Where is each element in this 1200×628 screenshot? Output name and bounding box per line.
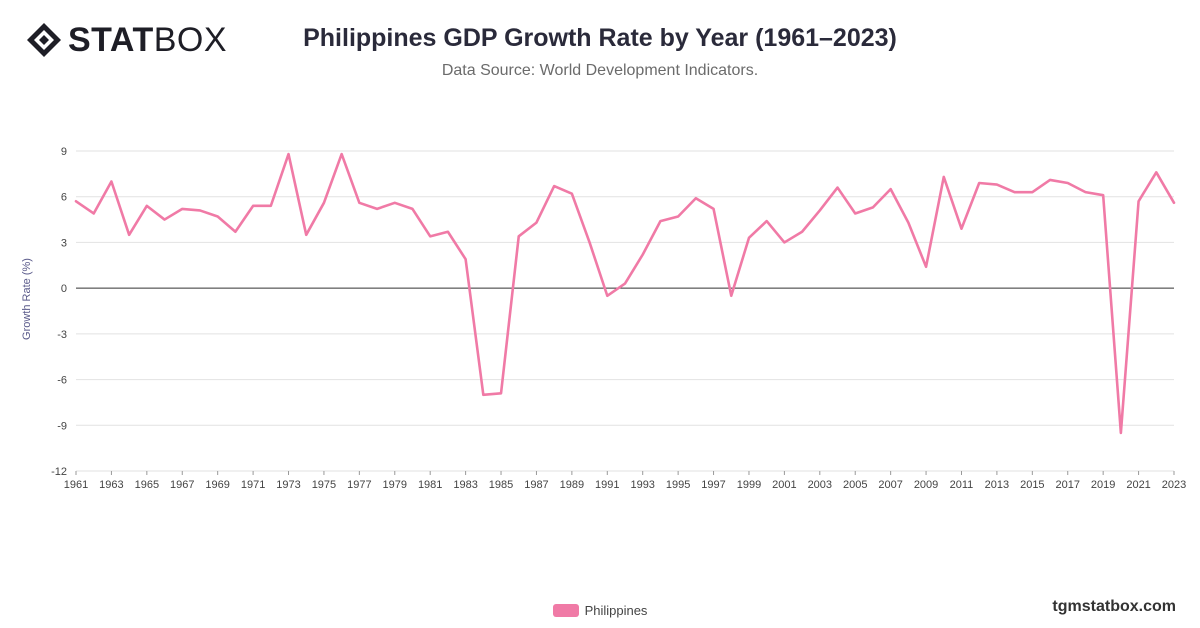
series-layer: [74, 152, 1176, 435]
x-tick-label: 1979: [383, 479, 407, 491]
chart-title: Philippines GDP Growth Rate by Year (196…: [303, 24, 897, 52]
x-tick-label: 2021: [1126, 479, 1150, 491]
x-axis: 1961 1963 1965 1967 1969 1971 1973 1975 1977 1979…: [64, 471, 1186, 491]
x-tick-label: 1963: [99, 479, 123, 491]
x-tick-label: 1975: [312, 479, 336, 491]
y-axis: 9 6 3 0 -3 -6 -9 -12: [51, 146, 67, 478]
x-tick-label: 2001: [772, 479, 796, 491]
x-tick-label: 2009: [914, 479, 938, 491]
series-line-philippines: [74, 152, 1176, 435]
x-tick-label: 1965: [135, 479, 159, 491]
x-tick-label: 2007: [878, 479, 902, 491]
grid-lines: [76, 150, 1174, 472]
y-tick-label: -12: [51, 466, 67, 478]
y-tick-label: 9: [61, 146, 67, 158]
x-tick-label: 1995: [666, 479, 690, 491]
chart-subtitle: Data Source: World Development Indicator…: [441, 62, 759, 79]
x-tick-label: 1961: [64, 479, 88, 491]
y-tick-label: 0: [61, 283, 67, 295]
legend-swatch: [552, 604, 579, 617]
y-axis-label: Growth Rate (%): [21, 258, 33, 340]
x-tick-label: 1977: [347, 479, 371, 491]
x-tick-label: 1993: [630, 479, 654, 491]
y-tick-label: 6: [61, 192, 67, 204]
legend-label: Philippines: [584, 603, 648, 618]
y-tick-label: -9: [57, 420, 67, 432]
x-tick-label: 2023: [1162, 479, 1186, 491]
x-tick-label: 1969: [205, 479, 229, 491]
x-tick-label: 1971: [241, 479, 265, 491]
x-tick-label: 1987: [524, 479, 548, 491]
y-tick-label: -3: [57, 329, 67, 341]
logo-text-light: BOX: [153, 21, 228, 59]
logo-wordmark: STATBOX: [68, 22, 227, 58]
y-tick-label: -6: [57, 375, 67, 387]
x-tick-label: 1973: [276, 479, 300, 491]
logo-text-bold: STAT: [68, 21, 154, 59]
x-tick-label: 1997: [701, 479, 725, 491]
x-tick-label: 1985: [489, 479, 513, 491]
x-tick-label: 2017: [1055, 479, 1079, 491]
legend[interactable]: Philippines: [0, 603, 1200, 618]
x-tick-label: 2013: [985, 479, 1009, 491]
x-tick-label: 2019: [1091, 479, 1115, 491]
x-tick-label: 2011: [950, 479, 974, 491]
x-tick-label: 2015: [1020, 479, 1044, 491]
x-tick-label: 1989: [560, 479, 584, 491]
diamond-logo-icon: [27, 23, 61, 57]
x-tick-label: 1983: [453, 479, 477, 491]
x-tick-label: 2003: [808, 479, 832, 491]
x-tick-label: 1991: [595, 479, 619, 491]
x-tick-label: 1967: [170, 479, 194, 491]
x-tick-label: 2005: [843, 479, 867, 491]
statbox-logo: STATBOX: [26, 22, 227, 58]
y-tick-label: 3: [61, 237, 67, 249]
x-tick-label: 1981: [418, 479, 442, 491]
brand-watermark: tgmstatbox.com: [1052, 598, 1176, 615]
x-tick-label: 1999: [737, 479, 761, 491]
